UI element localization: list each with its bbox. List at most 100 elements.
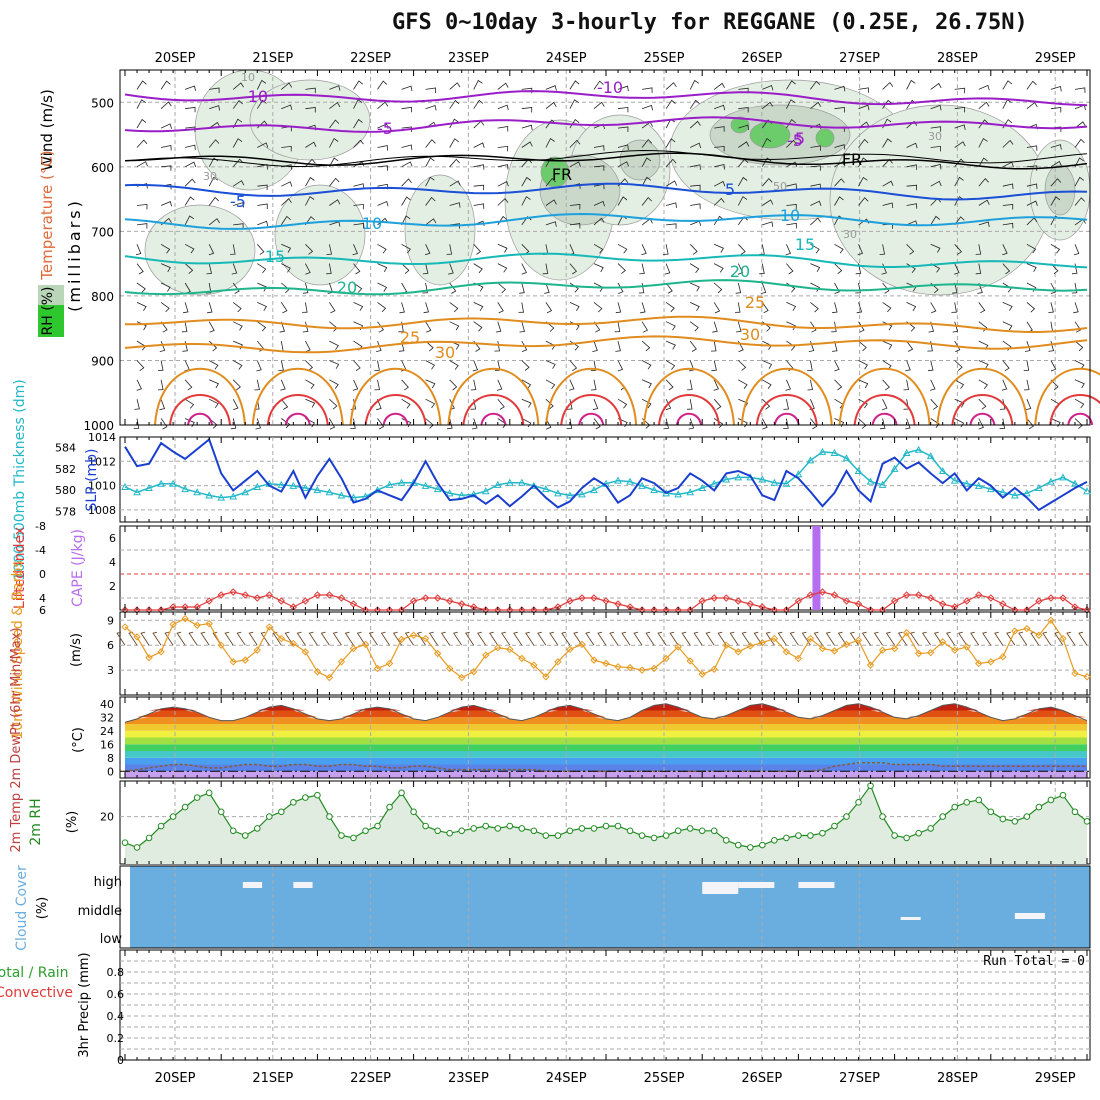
cloud-high-block [242, 882, 263, 888]
lifted-index-point [806, 591, 815, 599]
isotherm-dome [871, 412, 898, 426]
isotherm-label: FR [842, 150, 862, 169]
wind-unit-label: (m/s) [69, 633, 84, 667]
wind-barb-10m [705, 631, 715, 646]
wind-speed-point [602, 659, 610, 668]
date-label-top: 28SEP [937, 51, 978, 66]
rh-point [927, 825, 934, 832]
wind-speed-point [578, 640, 586, 649]
wind-barb [377, 200, 389, 207]
wind-barb [401, 196, 411, 206]
wind-barb [665, 202, 677, 208]
wind-barb [831, 321, 837, 333]
wind-barb [714, 263, 724, 273]
wind-barb [617, 282, 624, 294]
wind-speed-point [890, 644, 899, 653]
wind-speed-point [554, 658, 562, 666]
wind-barb [1050, 144, 1062, 150]
wind-barb [159, 340, 166, 352]
thickness-point [517, 478, 526, 486]
wind-barb [470, 379, 477, 391]
wind-barb [256, 360, 262, 372]
wind-barb [353, 282, 363, 293]
wind-barb [521, 340, 528, 352]
rh-point [482, 822, 490, 830]
wind-barb [714, 145, 725, 152]
wind-barb [425, 176, 435, 187]
thickness-point [998, 488, 1007, 496]
rh2m-unit-label: (%) [65, 811, 80, 834]
rh-point [638, 832, 646, 839]
isotherm-label: 10 [780, 206, 800, 225]
wind-barb [497, 181, 509, 187]
wind-barb [230, 418, 237, 430]
wind-barb-10m [1018, 631, 1028, 646]
wind-barb [326, 244, 332, 255]
wind-barb [1026, 80, 1037, 90]
wind-barb [497, 302, 504, 314]
wind-barb [136, 360, 145, 372]
wind-barb-10m [645, 631, 655, 646]
rh-point [157, 822, 165, 830]
wind-barb [834, 107, 845, 113]
rh-legend-swatch [38, 285, 64, 305]
wind-barb [761, 418, 768, 430]
wind-barb [831, 341, 838, 352]
wind-barb [184, 196, 195, 206]
wind-speed-point [457, 673, 466, 682]
wind-barb [569, 161, 581, 168]
rh-point [1011, 818, 1019, 825]
wind-barb [281, 198, 292, 206]
wind-speed-point [1083, 673, 1091, 681]
wind-barb [281, 82, 293, 90]
rh-point [710, 827, 718, 835]
wind-barb [423, 302, 430, 314]
wind-barb [762, 221, 774, 227]
thickness-point [782, 479, 791, 487]
wind-barb [761, 138, 772, 148]
wind-barb [521, 263, 527, 275]
rh-point [266, 813, 273, 820]
wind-speed-point [277, 634, 286, 643]
wind-speed-point [470, 668, 478, 676]
wind-barb [232, 302, 242, 313]
li-tick-label: 4 [39, 592, 46, 605]
wind-barb [161, 145, 172, 151]
thickness-point [1047, 477, 1055, 485]
wind-barbs [133, 79, 1086, 430]
date-label-bottom: 27SEP [839, 1071, 880, 1086]
wind-barb [401, 243, 411, 254]
wind-barb [786, 119, 796, 129]
date-label-top: 23SEP [448, 51, 489, 66]
wind-barb [978, 138, 988, 148]
isotherm-label: -10 [597, 78, 623, 97]
wind-barb [1071, 282, 1078, 294]
wind-barb [449, 282, 457, 294]
wind-barb-10m [873, 631, 883, 646]
x-ticks [124, 950, 1088, 1060]
thickness-point [133, 488, 141, 496]
wind-barb [569, 379, 575, 391]
date-label-bottom: 24SEP [546, 1071, 587, 1086]
wind-barb [665, 302, 675, 313]
rh-area [125, 785, 1087, 864]
wind-speed-point [999, 653, 1007, 661]
wind-barb [879, 418, 886, 430]
wind-tick-label: 3 [107, 664, 114, 677]
rh-point [771, 836, 778, 844]
isotherm-label: 30 [740, 325, 760, 344]
pressure-tick-label: 1000 [83, 419, 114, 433]
temp-panel-frame [119, 696, 1091, 779]
temp-band [125, 710, 1087, 718]
wind-barb [760, 282, 767, 294]
wind-barb [157, 379, 164, 391]
isotherm-label: -5 [787, 131, 803, 150]
wind-barb [184, 85, 196, 91]
wind-barb [233, 340, 243, 350]
lifted-index-point [277, 597, 286, 605]
wind-barb [834, 144, 846, 150]
lifted-index-point [409, 597, 418, 605]
wind-barb [305, 263, 311, 275]
wind-barb [305, 176, 315, 187]
lifted-index-point [975, 591, 983, 599]
